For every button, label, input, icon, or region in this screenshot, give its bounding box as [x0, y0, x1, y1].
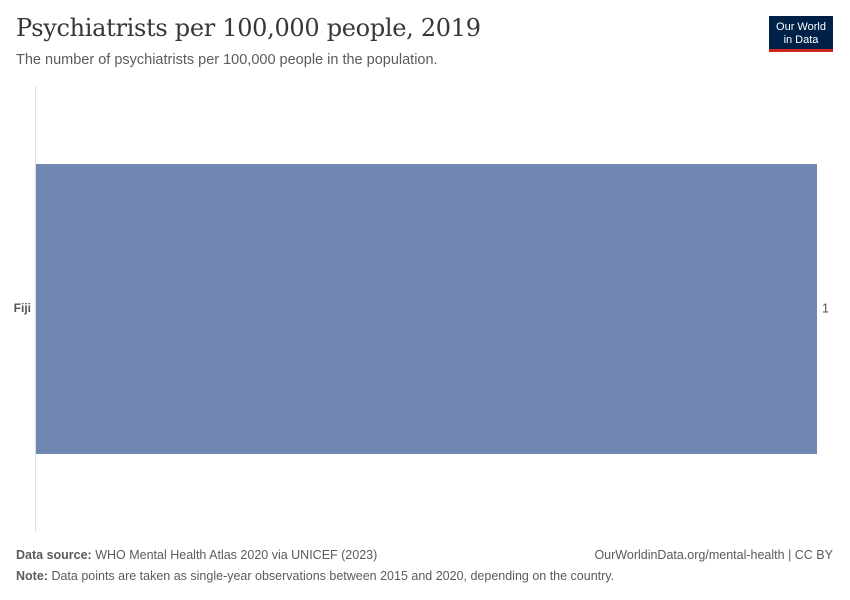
- category-label: Fiji: [14, 301, 31, 315]
- data-source-label: Data source:: [16, 548, 92, 562]
- chart-subtitle: The number of psychiatrists per 100,000 …: [16, 52, 438, 68]
- data-source: Data source: WHO Mental Health Atlas 202…: [16, 548, 377, 562]
- logo-line-1: Our World: [776, 21, 826, 33]
- note-text: Data points are taken as single-year obs…: [51, 569, 615, 583]
- attribution-link[interactable]: OurWorldinData.org/mental-health | CC BY: [594, 548, 833, 562]
- note-label: Note:: [16, 569, 48, 583]
- logo-line-2: in Data: [783, 33, 819, 46]
- owid-logo[interactable]: Our World in Data: [769, 16, 833, 52]
- data-source-text: WHO Mental Health Atlas 2020 via UNICEF …: [95, 548, 378, 562]
- chart-note: Note: Data points are taken as single-ye…: [16, 569, 614, 583]
- bar-fiji[interactable]: [36, 164, 817, 454]
- value-label: 1: [822, 301, 829, 315]
- chart-title: Psychiatrists per 100,000 people, 2019: [16, 14, 481, 42]
